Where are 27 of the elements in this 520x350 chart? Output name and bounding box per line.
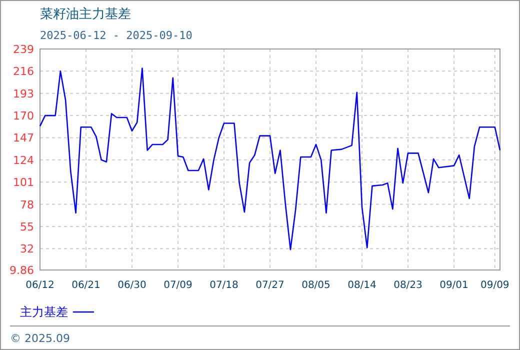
x-tick-label: 08/05 [302, 280, 330, 291]
y-tick-label: 147 [13, 132, 34, 145]
y-tick-label: 170 [13, 110, 34, 123]
x-tick-label: 09/01 [440, 280, 468, 291]
y-tick-label: 239 [13, 43, 34, 56]
x-tick-label: 08/23 [394, 280, 422, 291]
y-tick-label: 193 [13, 87, 34, 100]
line-series [39, 68, 501, 250]
y-tick-label: 32 [20, 242, 34, 256]
x-tick-label: 06/12 [26, 280, 54, 291]
text: © 2025.09 [10, 332, 70, 345]
chart-title: 菜籽油主力基差 [40, 6, 131, 22]
y-tick-label: 9.86 [10, 264, 34, 277]
x-tick-label: 06/21 [72, 280, 100, 291]
x-tick-label: 06/30 [118, 280, 146, 291]
legend-label: 主力基差 [20, 305, 68, 319]
x-tick-label: 07/18 [210, 280, 238, 291]
y-tick-label: 55 [20, 220, 34, 234]
y-tick-label: 101 [13, 176, 34, 190]
x-tick-label: 07/09 [164, 280, 192, 291]
y-tick-label: 124 [13, 154, 34, 167]
y-tick-label: 216 [13, 65, 34, 78]
x-tick-label: 09/09 [480, 280, 510, 291]
x-tick-label: 07/27 [256, 280, 284, 291]
chart-subtitle: 2025-06-12 - 2025-09-10 [40, 29, 192, 42]
x-tick-label: 08/14 [348, 280, 376, 291]
y-tick-label: 78 [20, 198, 34, 212]
